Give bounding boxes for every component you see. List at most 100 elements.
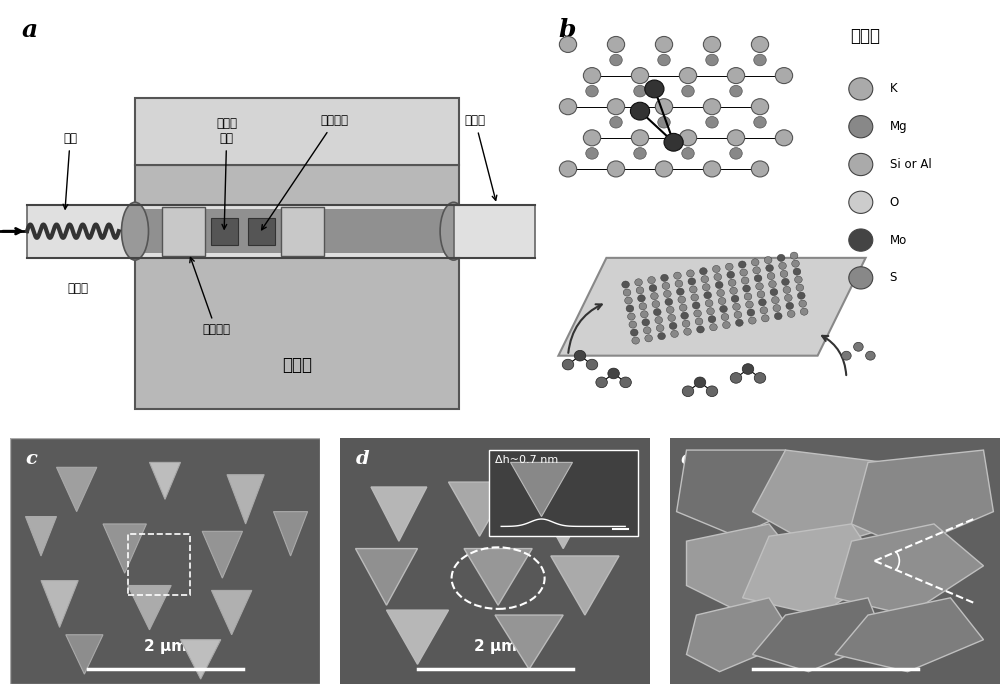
Circle shape xyxy=(691,294,699,301)
Polygon shape xyxy=(103,524,146,573)
Circle shape xyxy=(796,284,804,291)
Circle shape xyxy=(799,300,807,307)
Circle shape xyxy=(706,54,718,66)
Circle shape xyxy=(664,133,683,151)
Circle shape xyxy=(658,54,670,66)
Bar xyxy=(248,218,275,245)
Circle shape xyxy=(706,386,718,397)
Bar xyxy=(162,207,205,256)
Circle shape xyxy=(671,330,678,337)
Circle shape xyxy=(849,153,873,176)
Circle shape xyxy=(725,263,733,270)
Text: 60°: 60° xyxy=(901,549,926,563)
FancyBboxPatch shape xyxy=(135,98,459,164)
Circle shape xyxy=(596,377,607,388)
Circle shape xyxy=(754,275,762,282)
Circle shape xyxy=(760,306,768,314)
Circle shape xyxy=(607,98,625,115)
Polygon shape xyxy=(852,450,993,549)
Circle shape xyxy=(710,324,717,331)
Circle shape xyxy=(748,317,756,324)
Circle shape xyxy=(634,86,646,97)
Circle shape xyxy=(652,300,660,308)
Bar xyxy=(211,218,238,245)
Circle shape xyxy=(703,36,721,53)
Circle shape xyxy=(754,54,766,66)
Circle shape xyxy=(679,130,697,146)
Circle shape xyxy=(743,285,750,292)
Text: 俦视图: 俦视图 xyxy=(851,27,881,44)
Circle shape xyxy=(761,315,769,322)
Polygon shape xyxy=(180,640,221,679)
Circle shape xyxy=(697,326,704,333)
Circle shape xyxy=(623,289,631,296)
Circle shape xyxy=(674,272,681,279)
Circle shape xyxy=(679,68,697,83)
Polygon shape xyxy=(386,610,448,664)
Text: c: c xyxy=(26,450,37,468)
Circle shape xyxy=(730,373,742,383)
Circle shape xyxy=(607,161,625,177)
Circle shape xyxy=(736,319,743,326)
Circle shape xyxy=(649,285,657,291)
Circle shape xyxy=(642,319,650,326)
Circle shape xyxy=(795,276,802,283)
Circle shape xyxy=(562,359,574,370)
Circle shape xyxy=(676,288,684,295)
Polygon shape xyxy=(227,475,264,524)
Circle shape xyxy=(684,328,691,335)
Text: 隔热陶瓷: 隔热陶瓷 xyxy=(190,257,230,337)
Circle shape xyxy=(700,267,707,275)
Circle shape xyxy=(675,280,683,287)
Text: 加热带: 加热带 xyxy=(68,282,89,295)
Circle shape xyxy=(727,272,735,278)
Circle shape xyxy=(787,311,795,317)
Circle shape xyxy=(559,98,577,115)
Circle shape xyxy=(718,298,726,304)
Circle shape xyxy=(658,332,665,340)
Circle shape xyxy=(583,130,601,146)
Circle shape xyxy=(694,310,701,317)
Circle shape xyxy=(790,252,798,259)
Text: b: b xyxy=(558,18,576,42)
Circle shape xyxy=(730,86,742,97)
Text: 硫粉: 硫粉 xyxy=(63,132,77,209)
Circle shape xyxy=(780,270,788,278)
Circle shape xyxy=(849,192,873,213)
Text: Mo: Mo xyxy=(890,233,907,247)
Circle shape xyxy=(747,309,755,316)
Circle shape xyxy=(658,116,670,128)
Circle shape xyxy=(692,302,700,309)
Circle shape xyxy=(645,334,652,342)
Circle shape xyxy=(730,287,737,294)
Circle shape xyxy=(648,276,655,284)
Circle shape xyxy=(734,311,742,318)
Circle shape xyxy=(645,80,664,98)
Circle shape xyxy=(631,68,649,83)
Circle shape xyxy=(682,320,690,327)
Bar xyxy=(454,205,535,258)
Circle shape xyxy=(754,373,766,383)
Circle shape xyxy=(751,98,769,115)
Circle shape xyxy=(715,281,723,289)
Circle shape xyxy=(744,293,752,300)
Circle shape xyxy=(626,305,634,312)
Circle shape xyxy=(607,36,625,53)
Circle shape xyxy=(630,102,650,120)
Circle shape xyxy=(842,352,851,360)
Polygon shape xyxy=(495,615,563,669)
Polygon shape xyxy=(464,549,532,605)
Circle shape xyxy=(770,289,778,295)
Polygon shape xyxy=(128,586,171,630)
Ellipse shape xyxy=(122,202,148,260)
Circle shape xyxy=(583,68,601,83)
Circle shape xyxy=(664,290,671,298)
Circle shape xyxy=(751,161,769,177)
Circle shape xyxy=(720,306,727,313)
Circle shape xyxy=(756,282,763,290)
Text: d: d xyxy=(356,450,369,468)
Polygon shape xyxy=(743,524,885,615)
Circle shape xyxy=(655,161,673,177)
Polygon shape xyxy=(41,581,78,627)
Circle shape xyxy=(849,116,873,138)
